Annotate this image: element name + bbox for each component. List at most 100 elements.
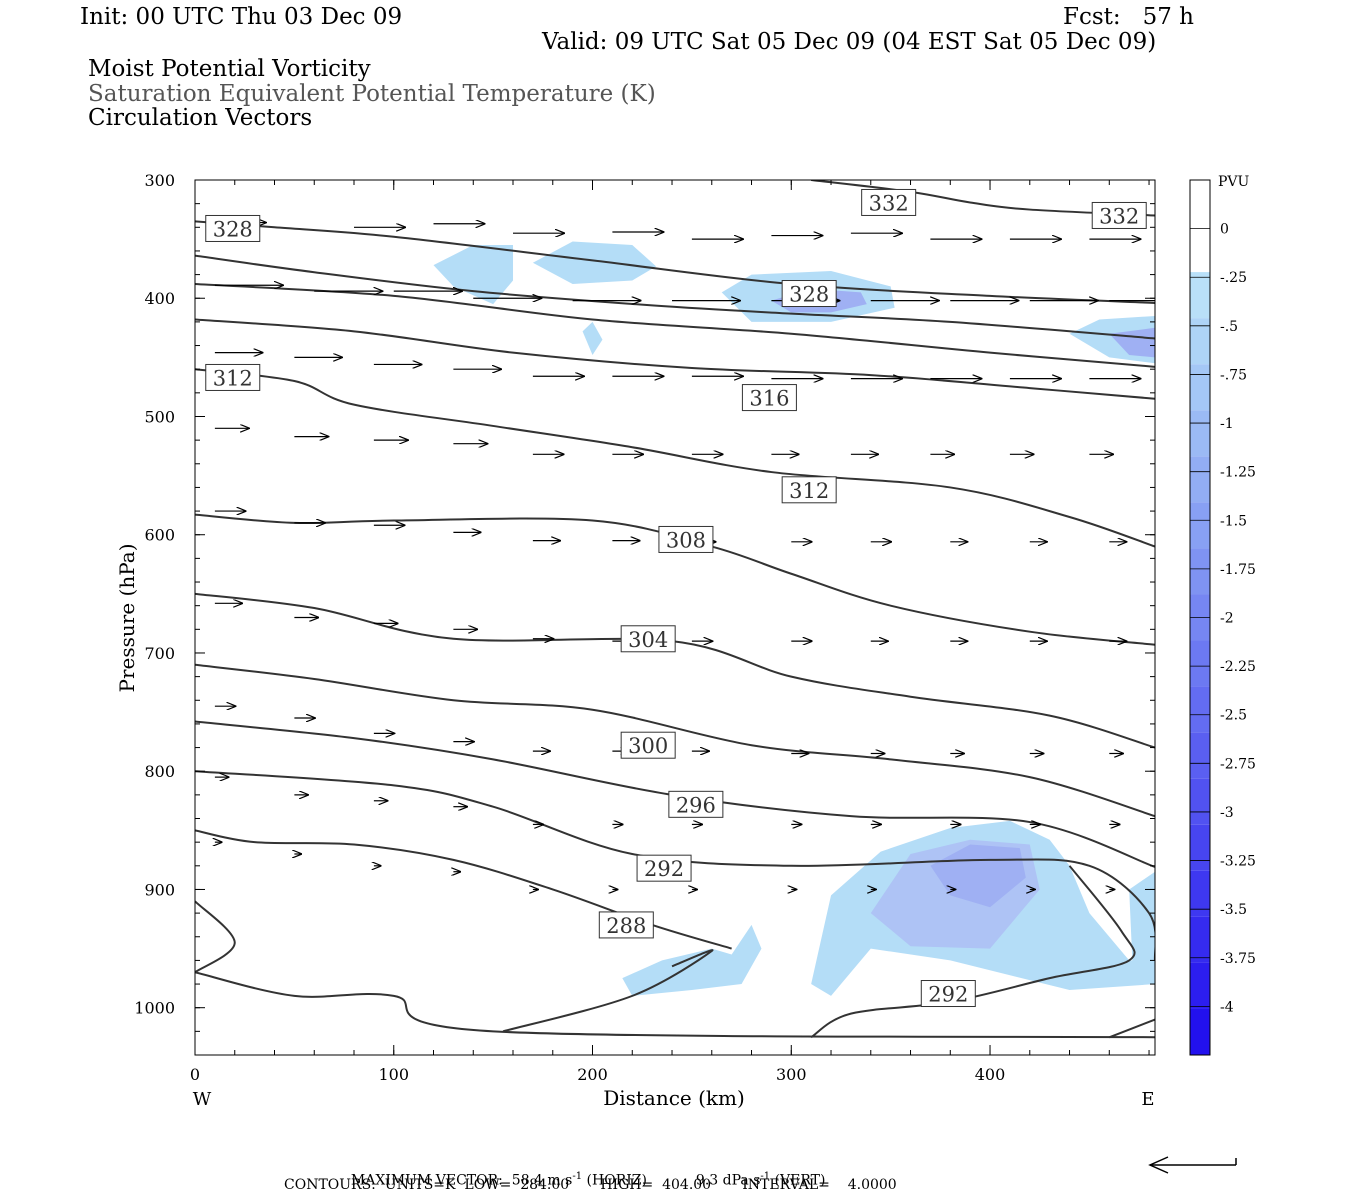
field-title-vectors: Circulation Vectors	[88, 105, 313, 131]
axes: 300 400 500 600 700 800 900 1000 0 100 200 300 400	[134, 171, 1155, 1084]
pv-colorbar: 0 -.25 -.5 -.75 -1 -1.25 -1.5 -1.75 -2 -2.25 -2.5 -…	[1189, 179, 1256, 1056]
max-vector-line: MAXIMUM VECTOR: 58.4 m s-1 (HORIZ) 9.3 d…	[342, 1158, 826, 1189]
contour-label-6: 312	[789, 479, 829, 503]
isentrope-12	[195, 900, 236, 974]
contour-label-box-7	[658, 525, 714, 553]
isentrope-2	[195, 254, 1155, 340]
y-tick-label-6: 900	[144, 880, 175, 899]
colorbar-label-6: -1.5	[1220, 513, 1247, 529]
forecast-hour: Fcst: 57 h	[1063, 4, 1194, 30]
contour-label-1: 332	[1099, 204, 1139, 228]
horiz-unit: m s	[547, 1172, 573, 1189]
y-tick-label-0: 300	[144, 171, 175, 190]
colorbar-swatch-0	[1190, 180, 1210, 227]
colorbar-label-11: -2.75	[1220, 756, 1256, 772]
contour-label-box-11	[636, 854, 692, 882]
colorbar-label-2: -.5	[1220, 319, 1238, 335]
vert-tag: (VERT)	[774, 1172, 826, 1189]
isentrope-5	[195, 368, 1155, 548]
colorbar-label-16: -4	[1220, 999, 1234, 1015]
pv-region-10	[1129, 871, 1155, 985]
x-west-label: W	[193, 1089, 212, 1110]
colorbar-swatch-15	[1190, 870, 1210, 917]
isentrope-8	[195, 663, 1155, 818]
pv-region-0	[433, 245, 514, 305]
contour-label-box-8	[620, 625, 676, 653]
field-title-thetae: Saturation Equivalent Potential Temperat…	[88, 81, 656, 107]
y-tick-label-1: 400	[144, 289, 175, 308]
contour-label-box-5	[741, 384, 797, 412]
field-title-mpv: Moist Potential Vorticity	[88, 56, 371, 82]
contour-label-box-6	[781, 476, 837, 504]
contour-label-box-9	[620, 731, 676, 759]
colorbar-swatch-4	[1190, 364, 1210, 411]
y-axis-label: Pressure (hPa)	[115, 544, 139, 693]
y-tick-label-4: 700	[144, 644, 175, 663]
contour-label-2: 328	[213, 217, 253, 241]
colorbar-swatch-8	[1190, 548, 1210, 595]
colorbar-label-8: -2	[1220, 611, 1234, 627]
contour-label-5: 316	[749, 387, 789, 411]
colorbar-swatch-10	[1190, 640, 1210, 687]
colorbar-label-7: -1.75	[1220, 562, 1256, 578]
circulation-vectors	[215, 223, 1155, 890]
isentrope-16	[1108, 1018, 1155, 1039]
pv-region-11	[622, 924, 762, 996]
x-tick-label-3: 300	[776, 1065, 807, 1084]
colorbar-swatch-1	[1190, 226, 1210, 273]
colorbar-swatch-5	[1190, 410, 1210, 457]
x-tick-label-2: 200	[577, 1065, 608, 1084]
horiz-value: 58.4	[511, 1172, 543, 1189]
contour-label-box-1	[1091, 201, 1147, 229]
isentrope-3	[195, 283, 1155, 368]
contour-label-box-3	[781, 280, 837, 308]
vert-value: 9.3	[695, 1172, 719, 1189]
isentrope-14	[502, 949, 714, 1033]
contour-label-3: 328	[789, 283, 829, 307]
plot-frame	[194, 179, 1156, 1056]
contour-label-8: 304	[628, 628, 668, 652]
isentrope-0	[811, 180, 1155, 217]
vert-unit: dPa s	[722, 1172, 761, 1189]
colorbar-swatch-7	[1190, 502, 1210, 549]
init-time: Init: 00 UTC Thu 03 Dec 09	[80, 4, 403, 30]
vert-exponent: -1	[760, 1171, 771, 1182]
colorbar-unit: PVU	[1218, 174, 1250, 190]
colorbar-label-1: -.25	[1220, 270, 1247, 286]
colorbar-swatch-3	[1190, 318, 1210, 365]
isentrope-10	[195, 770, 1155, 961]
contour-label-box-0	[861, 188, 917, 216]
contour-label-13: 292	[928, 983, 968, 1007]
contour-label-7: 308	[666, 528, 706, 552]
colorbar-label-13: -3.25	[1220, 854, 1256, 870]
colorbar-swatch-18	[1190, 1008, 1210, 1055]
contour-label-box-10	[668, 790, 724, 818]
colorbar-label-15: -3.75	[1220, 951, 1256, 967]
max-vector-label: MAXIMUM VECTOR:	[350, 1172, 503, 1189]
colorbar-label-14: -3.5	[1220, 902, 1247, 918]
reference-vector-icon	[1148, 1156, 1237, 1174]
x-east-label: E	[1141, 1089, 1154, 1110]
contour-label-0: 332	[869, 191, 909, 215]
colorbar-label-3: -.75	[1220, 367, 1247, 383]
horiz-exponent: -1	[572, 1171, 583, 1182]
x-axis-label: Distance (km)	[603, 1086, 745, 1110]
y-tick-label-3: 600	[144, 526, 175, 545]
isentrope-15	[810, 865, 1136, 1039]
contour-label-box-13	[920, 980, 976, 1008]
isentrope-13	[195, 971, 1155, 1039]
contour-label-box-12	[598, 911, 654, 939]
contour-labels: 332 332 328 328 312 316 312 308 304 300 296 292 288 2…	[205, 188, 1147, 1008]
x-tick-label-1: 100	[378, 1065, 409, 1084]
colorbar-swatch-16	[1190, 916, 1210, 963]
contour-label-10: 296	[676, 793, 716, 817]
isentrope-7	[195, 592, 1155, 749]
colorbar-label-12: -3	[1220, 805, 1234, 821]
isentrope-1	[195, 220, 1155, 304]
x-tick-label-0: 0	[190, 1065, 200, 1084]
pv-region-1	[532, 241, 657, 285]
contour-label-9: 300	[628, 734, 668, 758]
contours-info: CONTOURS: UNITS=K LOW= 284.00 HIGH= 404.…	[284, 1177, 897, 1193]
contour-label-box-4	[205, 363, 261, 391]
